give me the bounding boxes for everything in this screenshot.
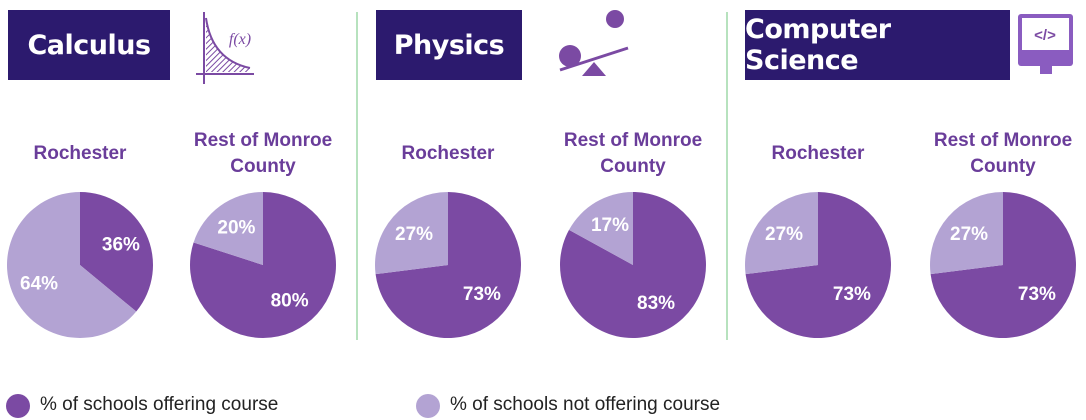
data-label: 27%: [395, 224, 433, 245]
data-label: 27%: [765, 224, 803, 245]
chart-title: Rest of Monroe County: [933, 130, 1073, 177]
chart-title: Rest of Monroe County: [563, 130, 703, 177]
data-label: 20%: [217, 217, 255, 238]
chart-title: Rochester: [33, 143, 127, 164]
legend-label: % of schools not offering course: [450, 394, 721, 415]
pie-slice: [930, 192, 1076, 339]
physics-icon: [559, 10, 629, 76]
pie-slice: [745, 192, 818, 275]
data-label: 73%: [1018, 284, 1056, 305]
legend-label: % of schools offering course: [40, 394, 279, 415]
pie-slice: [930, 192, 1003, 275]
chart-title: Rest of Monroe County: [193, 130, 333, 177]
pie-slice: [375, 192, 448, 275]
section-title: Calculus: [8, 10, 170, 80]
data-label: 73%: [833, 284, 871, 305]
section-title: Computer Science: [745, 10, 1010, 80]
pie-slice: [193, 192, 263, 265]
icon-text: f(x): [229, 31, 251, 48]
icon-text: </>: [1034, 27, 1056, 44]
chart-title: Rochester: [401, 143, 495, 164]
chart-title: Rochester: [771, 143, 865, 164]
data-label: 17%: [591, 215, 629, 236]
pie-slice: [745, 192, 891, 339]
calculus-icon: f(x): [196, 12, 254, 84]
data-label: 83%: [637, 293, 675, 314]
data-label: 27%: [950, 224, 988, 245]
pie-slice: [569, 192, 633, 265]
data-label: 73%: [463, 284, 501, 305]
pie-slice: [375, 192, 521, 339]
data-label: 64%: [20, 273, 58, 294]
pie-slice: [80, 192, 154, 312]
pie-slice: [6, 192, 137, 338]
cs-icon: </>: [1018, 14, 1073, 74]
data-label: 36%: [102, 235, 140, 256]
data-label: 80%: [271, 291, 309, 312]
section-title: Physics: [376, 10, 522, 80]
